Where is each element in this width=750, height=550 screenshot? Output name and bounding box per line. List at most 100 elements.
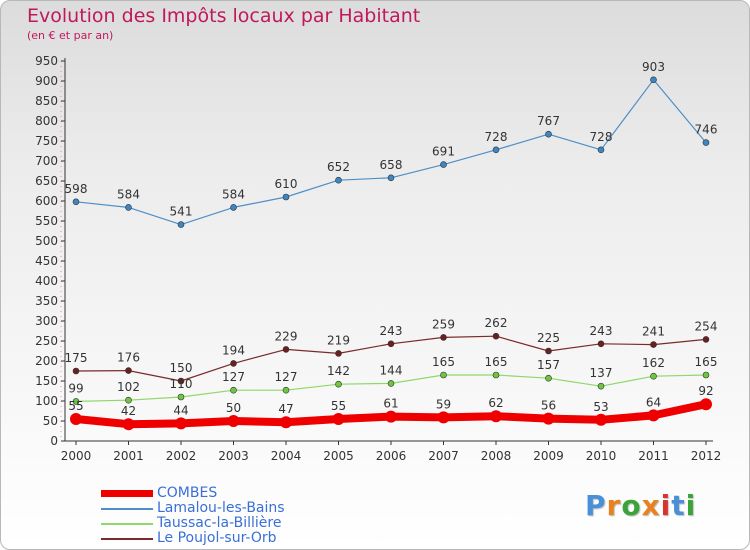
- y-tick-label: 400: [35, 274, 58, 288]
- x-tick-label: 2007: [428, 449, 459, 463]
- data-label-lamalou-les-bains: 598: [65, 182, 88, 196]
- y-tick-label: 200: [35, 354, 58, 368]
- x-tick-label: 2006: [376, 449, 407, 463]
- data-label-le-poujol-sur-orb: 243: [590, 324, 613, 338]
- data-label-lamalou-les-bains: 610: [275, 177, 298, 191]
- logo-letter: i: [685, 489, 697, 522]
- legend-swatch-taussac: [101, 522, 153, 525]
- data-point-taussac-la-billi-re: [282, 386, 290, 394]
- data-point-combes: [332, 413, 345, 425]
- y-tick-label: 300: [35, 314, 58, 328]
- data-label-taussac-la-billi-re: 165: [695, 355, 718, 369]
- data-label-lamalou-les-bains: 767: [537, 114, 560, 128]
- legend-label-lamalou: Lamalou-les-Bains: [157, 500, 285, 516]
- data-label-le-poujol-sur-orb: 243: [380, 324, 403, 338]
- y-tick-label: 500: [35, 234, 58, 248]
- data-label-combes: 47: [278, 402, 293, 416]
- data-label-le-poujol-sur-orb: 175: [65, 351, 88, 365]
- data-label-taussac-la-billi-re: 162: [642, 356, 665, 370]
- data-label-taussac-la-billi-re: 110: [170, 377, 193, 391]
- data-label-lamalou-les-bains: 691: [432, 145, 455, 159]
- data-point-lamalou-les-bains: [387, 174, 395, 182]
- y-tick-label: 750: [35, 134, 58, 148]
- y-tick-label: 150: [35, 374, 58, 388]
- data-point-lamalou-les-bains: [492, 146, 500, 154]
- x-tick-label: 2000: [61, 449, 92, 463]
- data-label-le-poujol-sur-orb: 150: [170, 361, 193, 375]
- legend-item-taussac: Taussac-la-Billière: [101, 516, 285, 531]
- data-label-taussac-la-billi-re: 165: [485, 355, 508, 369]
- data-point-taussac-la-billi-re: [387, 380, 395, 387]
- data-point-taussac-la-billi-re: [335, 380, 342, 388]
- data-point-combes: [490, 410, 502, 423]
- y-tick-label: 0: [50, 434, 58, 448]
- data-point-taussac-la-billi-re: [440, 371, 447, 379]
- data-point-lamalou-les-bains: [230, 204, 237, 211]
- logo-letter: r: [606, 489, 622, 522]
- data-label-lamalou-les-bains: 728: [485, 130, 508, 144]
- legend-item-combes: COMBES: [101, 486, 285, 501]
- data-point-le-poujol-sur-orb: [125, 367, 132, 374]
- legend: COMBES Lamalou-les-Bains Taussac-la-Bill…: [101, 486, 285, 546]
- legend-swatch-poujol: [101, 537, 153, 540]
- data-label-le-poujol-sur-orb: 262: [485, 316, 508, 330]
- legend-label-taussac: Taussac-la-Billière: [157, 515, 282, 531]
- data-label-taussac-la-billi-re: 142: [327, 364, 350, 378]
- proxiti-logo: Proxiti: [585, 489, 696, 522]
- y-tick-label: 100: [35, 394, 58, 408]
- logo-letter: t: [671, 489, 686, 522]
- data-label-combes: 55: [68, 399, 83, 413]
- y-tick-label: 600: [35, 194, 58, 208]
- data-point-le-poujol-sur-orb: [282, 346, 290, 353]
- data-label-taussac-la-billi-re: 137: [590, 366, 613, 380]
- data-label-combes: 44: [173, 403, 188, 417]
- data-point-lamalou-les-bains: [282, 193, 290, 201]
- x-tick-label: 2001: [113, 449, 144, 463]
- data-point-taussac-la-billi-re: [230, 386, 237, 394]
- legend-swatch-combes: [101, 490, 153, 497]
- data-point-lamalou-les-bains: [125, 204, 132, 211]
- x-tick-label: 2004: [271, 449, 302, 463]
- logo-letter: x: [641, 489, 661, 522]
- data-point-le-poujol-sur-orb: [702, 336, 710, 343]
- legend-item-poujol: Le Poujol-sur-Orb: [101, 531, 285, 546]
- data-label-combes: 62: [488, 396, 503, 410]
- data-label-combes: 53: [593, 400, 608, 414]
- data-label-taussac-la-billi-re: 157: [537, 358, 560, 372]
- data-label-combes: 61: [383, 397, 398, 411]
- data-point-combes: [175, 417, 187, 430]
- data-point-le-poujol-sur-orb: [387, 340, 395, 348]
- y-tick-label: 50: [43, 414, 58, 428]
- data-label-lamalou-les-bains: 658: [380, 158, 403, 172]
- data-point-taussac-la-billi-re: [125, 396, 132, 404]
- data-point-le-poujol-sur-orb: [492, 332, 500, 340]
- x-tick-label: 2003: [218, 449, 249, 463]
- logo-letter: o: [621, 489, 642, 522]
- data-label-lamalou-les-bains: 541: [170, 205, 193, 219]
- x-tick-label: 2005: [323, 449, 354, 463]
- data-point-combes: [437, 411, 450, 424]
- legend-item-lamalou: Lamalou-les-Bains: [101, 501, 285, 516]
- data-point-lamalou-les-bains: [335, 176, 342, 184]
- data-label-le-poujol-sur-orb: 176: [117, 351, 140, 365]
- data-point-taussac-la-billi-re: [650, 372, 657, 380]
- data-label-lamalou-les-bains: 584: [117, 187, 140, 201]
- chart-title: Evolution des Impôts locaux par Habitant: [27, 5, 421, 27]
- data-point-combes: [542, 412, 555, 425]
- data-label-combes: 55: [331, 399, 346, 413]
- y-tick-label: 900: [35, 74, 58, 88]
- data-label-combes: 92: [698, 384, 713, 398]
- data-point-le-poujol-sur-orb: [72, 367, 80, 375]
- y-tick-label: 850: [35, 94, 58, 108]
- data-point-combes: [595, 413, 607, 426]
- data-point-combes: [122, 418, 135, 431]
- y-tick-label: 450: [35, 254, 58, 268]
- data-point-taussac-la-billi-re: [177, 393, 185, 401]
- data-label-le-poujol-sur-orb: 219: [327, 333, 350, 347]
- y-tick-label: 650: [35, 174, 58, 188]
- data-label-combes: 64: [646, 395, 661, 409]
- data-point-taussac-la-billi-re: [597, 382, 605, 390]
- data-label-taussac-la-billi-re: 102: [117, 380, 140, 394]
- data-point-le-poujol-sur-orb: [230, 360, 237, 367]
